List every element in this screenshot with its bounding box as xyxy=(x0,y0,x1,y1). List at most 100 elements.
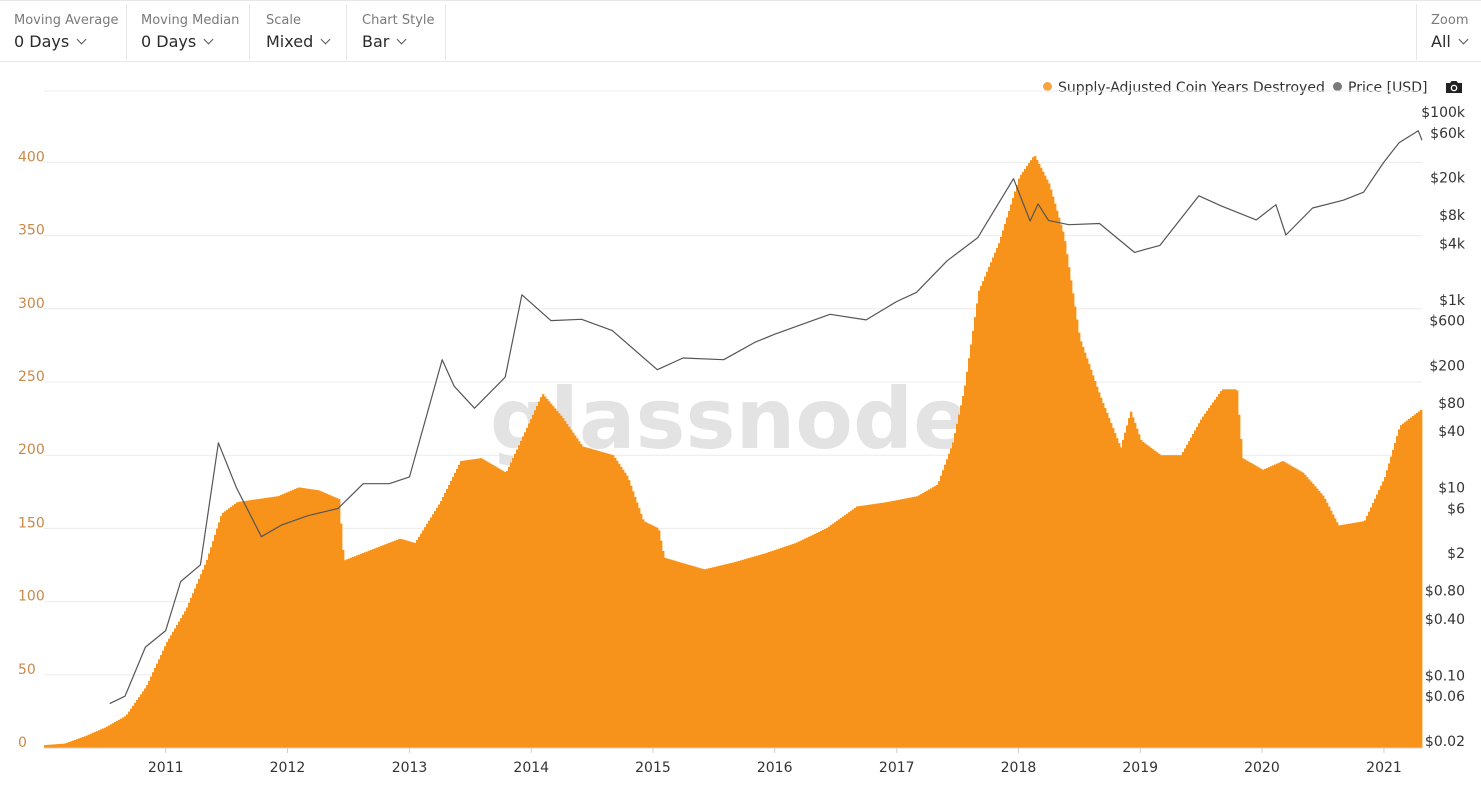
bar xyxy=(428,520,431,748)
bar xyxy=(1058,217,1061,748)
bar xyxy=(802,539,805,748)
legend-item-coin-years-destroyed[interactable]: Supply-Adjusted Coin Years Destroyed xyxy=(1043,80,1325,96)
bar xyxy=(610,454,613,748)
legend-dot-gray xyxy=(1333,82,1342,91)
moving-average-dropdown[interactable]: Moving Average 0 Days xyxy=(0,4,127,60)
bar xyxy=(1404,422,1407,748)
bar xyxy=(1282,461,1285,748)
bar xyxy=(202,569,205,748)
x-tick-label: 2017 xyxy=(879,760,915,776)
bar xyxy=(406,540,409,748)
bar xyxy=(154,667,157,748)
bar xyxy=(908,497,911,748)
bar xyxy=(134,702,137,748)
bar xyxy=(962,396,965,748)
bar xyxy=(1328,506,1331,748)
bar xyxy=(860,505,863,748)
bar xyxy=(1030,160,1033,749)
bar xyxy=(640,513,643,748)
bar xyxy=(416,540,419,748)
legend-label-price: Price [USD] xyxy=(1348,80,1428,96)
bar xyxy=(1116,438,1119,748)
bar xyxy=(336,498,339,748)
bar xyxy=(240,501,243,748)
bar xyxy=(1018,178,1021,749)
bar xyxy=(186,607,189,748)
bar xyxy=(1368,511,1371,748)
bar xyxy=(806,537,809,748)
bar xyxy=(576,438,579,748)
bar xyxy=(870,504,873,748)
camera-icon[interactable] xyxy=(1445,80,1463,94)
bar xyxy=(132,705,135,748)
bar xyxy=(838,519,841,748)
bar xyxy=(920,494,923,748)
bar xyxy=(1260,468,1263,748)
y-axis-left-ticks: 0 50 100 150 200 250 300 350 400 xyxy=(18,149,45,751)
bar xyxy=(718,565,721,748)
bar xyxy=(1402,423,1405,748)
bar xyxy=(756,555,759,748)
bar xyxy=(1176,455,1179,748)
bar xyxy=(230,506,233,748)
bar xyxy=(1338,525,1341,748)
bar xyxy=(814,533,817,748)
bar xyxy=(700,568,703,748)
bar xyxy=(744,559,747,748)
bar xyxy=(60,743,63,748)
bar xyxy=(128,711,131,748)
bar xyxy=(1272,465,1275,748)
bar xyxy=(794,543,797,748)
bar xyxy=(1024,168,1027,749)
bar xyxy=(438,504,441,748)
bar xyxy=(736,561,739,748)
bar xyxy=(1356,522,1359,748)
bar xyxy=(742,559,745,748)
bar xyxy=(1250,462,1253,748)
chart-style-label: Chart Style xyxy=(362,13,435,28)
bar xyxy=(252,499,255,748)
bar xyxy=(98,730,101,748)
bar xyxy=(540,397,543,748)
y-right-tick-label: $6 xyxy=(1447,501,1465,517)
bar xyxy=(136,700,139,748)
bar xyxy=(478,458,481,748)
legend-item-price[interactable]: Price [USD] xyxy=(1333,80,1427,96)
bar xyxy=(166,642,169,748)
x-tick-label: 2020 xyxy=(1244,760,1280,776)
bar xyxy=(422,530,425,748)
bar xyxy=(148,680,151,748)
bar xyxy=(850,510,853,748)
bar xyxy=(126,714,129,748)
bar xyxy=(1418,411,1421,748)
x-tick-label: 2013 xyxy=(392,760,428,776)
moving-median-label: Moving Median xyxy=(141,13,240,28)
zoom-dropdown[interactable]: Zoom All xyxy=(1416,4,1481,60)
zoom-value: All xyxy=(1431,32,1469,51)
bar xyxy=(1206,410,1209,748)
bar xyxy=(196,583,199,748)
bar xyxy=(724,564,727,748)
bar xyxy=(606,453,609,748)
chart-style-dropdown[interactable]: Chart Style Bar xyxy=(347,4,446,60)
bar xyxy=(1366,515,1369,748)
scale-dropdown[interactable]: Scale Mixed xyxy=(250,4,347,60)
bar xyxy=(992,257,995,748)
bar xyxy=(1254,465,1257,748)
x-axis-ticks: 2011 2012 2013 2014 2015 2016 2017 2018 2019 2020… xyxy=(148,748,1402,776)
bar xyxy=(582,446,585,748)
bar xyxy=(224,511,227,748)
bar xyxy=(440,501,443,748)
bar xyxy=(1002,230,1005,748)
moving-median-dropdown[interactable]: Moving Median 0 Days xyxy=(127,4,250,60)
bar xyxy=(1232,389,1235,748)
bar xyxy=(536,405,539,748)
bar xyxy=(706,568,709,748)
y-right-tick-label: $0.80 xyxy=(1425,584,1465,600)
bar xyxy=(1238,414,1241,748)
bar xyxy=(574,435,577,748)
bar xyxy=(150,676,153,748)
bar xyxy=(294,489,297,748)
bar xyxy=(1200,419,1203,748)
bar xyxy=(1248,461,1251,748)
